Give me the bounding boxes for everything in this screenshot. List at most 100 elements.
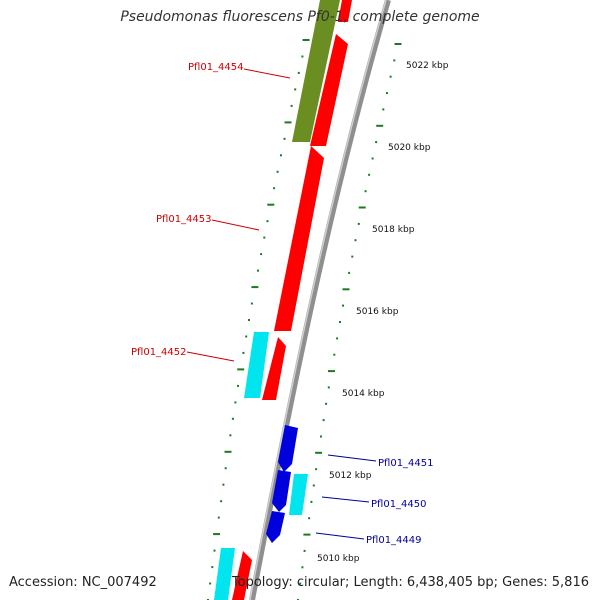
minor-tick <box>211 566 214 569</box>
minor-tick <box>297 71 300 74</box>
minor-tick <box>283 137 286 140</box>
minor-tick <box>351 255 354 258</box>
minor-tick <box>301 55 304 58</box>
leader-4449 <box>315 532 365 540</box>
minor-tick <box>315 468 318 471</box>
leader-4454 <box>243 68 291 79</box>
gene-labels: Pfl01_4454 Pfl01_4453 Pfl01_4452 Pfl01_4… <box>131 62 434 546</box>
major-tick <box>342 288 350 291</box>
minor-tick <box>280 154 282 157</box>
minor-tick <box>322 419 325 422</box>
scale-label-5014: 5014 kbp <box>342 389 385 399</box>
gene-label-4453[interactable]: Pfl01_4453 <box>156 214 212 225</box>
minor-tick <box>248 319 250 321</box>
minor-tick <box>273 187 276 190</box>
minor-tick <box>336 337 339 340</box>
major-tick <box>328 370 335 373</box>
minor-tick <box>339 321 341 323</box>
major-tick <box>394 43 402 45</box>
major-tick <box>251 286 259 289</box>
minor-tick <box>242 351 245 354</box>
minor-tick <box>224 467 227 470</box>
gene-label-4450[interactable]: Pfl01_4450 <box>371 499 427 510</box>
minor-tick <box>354 239 357 242</box>
cds-red-4453 <box>274 146 324 331</box>
cds-red-4454 <box>338 0 352 22</box>
minor-tick <box>389 75 392 78</box>
gene-label-4449[interactable]: Pfl01_4449 <box>366 535 422 546</box>
minor-tick <box>290 104 293 107</box>
scale-label-5018: 5018 kbp <box>372 225 415 235</box>
minor-tick <box>213 549 216 552</box>
minor-tick <box>371 157 374 160</box>
leader-4450 <box>321 496 370 503</box>
cds-red-bottom <box>232 551 252 600</box>
minor-tick <box>257 269 259 272</box>
minor-tick <box>312 484 315 487</box>
leader-4453 <box>211 219 260 231</box>
minor-tick <box>393 59 396 62</box>
minor-tick <box>327 386 330 389</box>
minor-tick <box>245 335 248 338</box>
minor-tick <box>348 271 351 274</box>
minor-tick <box>342 304 344 307</box>
genome-backbone <box>249 0 391 600</box>
minor-tick <box>234 401 237 404</box>
minor-tick <box>231 417 234 420</box>
cds-blue-4450 <box>272 470 291 512</box>
major-tick <box>376 124 384 127</box>
minor-tick <box>209 582 212 585</box>
scale-label-5010: 5010 kbp <box>317 554 360 564</box>
minor-tick <box>308 517 311 520</box>
minor-tick <box>303 549 306 552</box>
minor-tick <box>222 483 225 486</box>
topology-text: Topology: circular; Length: 6,438,405 bp… <box>231 575 589 590</box>
minor-tick <box>301 566 304 569</box>
leader-4451 <box>327 454 377 462</box>
major-tick <box>237 368 245 371</box>
minor-tick <box>310 500 313 503</box>
major-tick <box>315 451 323 454</box>
accession-text: Accession: NC_007492 <box>9 575 157 590</box>
minor-tick <box>217 516 220 519</box>
minor-tick <box>325 402 328 405</box>
genome-backbone-highlight <box>249 0 387 600</box>
scale-labels: 5022 kbp 5020 kbp 5018 kbp 5016 kbp 5014… <box>317 61 449 564</box>
cds-cyan-4450 <box>289 474 308 515</box>
minor-tick <box>386 92 388 95</box>
major-tick <box>302 39 310 41</box>
cds-cyan-bottom <box>214 548 235 600</box>
cds-olive-4454 <box>292 0 340 142</box>
minor-tick <box>382 108 385 111</box>
minor-tick <box>333 353 336 356</box>
minor-tick <box>250 302 253 305</box>
minor-tick <box>263 236 266 239</box>
gene-label-4451[interactable]: Pfl01_4451 <box>378 458 434 469</box>
minor-tick <box>375 141 378 144</box>
minor-tick <box>237 384 239 387</box>
major-tick <box>267 203 275 206</box>
minor-tick <box>357 222 360 225</box>
gene-label-4452[interactable]: Pfl01_4452 <box>131 347 187 358</box>
major-tick <box>284 121 292 124</box>
gene-label-4454[interactable]: Pfl01_4454 <box>188 62 244 73</box>
cds-cyan-4452 <box>244 332 269 398</box>
minor-tick <box>299 582 302 585</box>
minor-tick <box>368 173 371 176</box>
major-tick <box>224 450 232 453</box>
scale-label-5012: 5012 kbp <box>329 471 372 481</box>
minor-tick <box>229 434 232 437</box>
scale-label-5022: 5022 kbp <box>406 61 449 71</box>
minor-tick <box>260 253 263 256</box>
outer-tick-ring <box>297 43 402 600</box>
cds-red-4454b <box>310 34 348 146</box>
scale-label-5020: 5020 kbp <box>388 143 431 153</box>
major-tick <box>213 533 221 536</box>
label-leaders <box>186 68 377 540</box>
inner-tick-ring <box>207 39 310 600</box>
minor-tick <box>266 220 269 223</box>
leader-4452 <box>186 351 235 362</box>
major-tick <box>303 533 311 536</box>
major-tick <box>358 206 366 209</box>
